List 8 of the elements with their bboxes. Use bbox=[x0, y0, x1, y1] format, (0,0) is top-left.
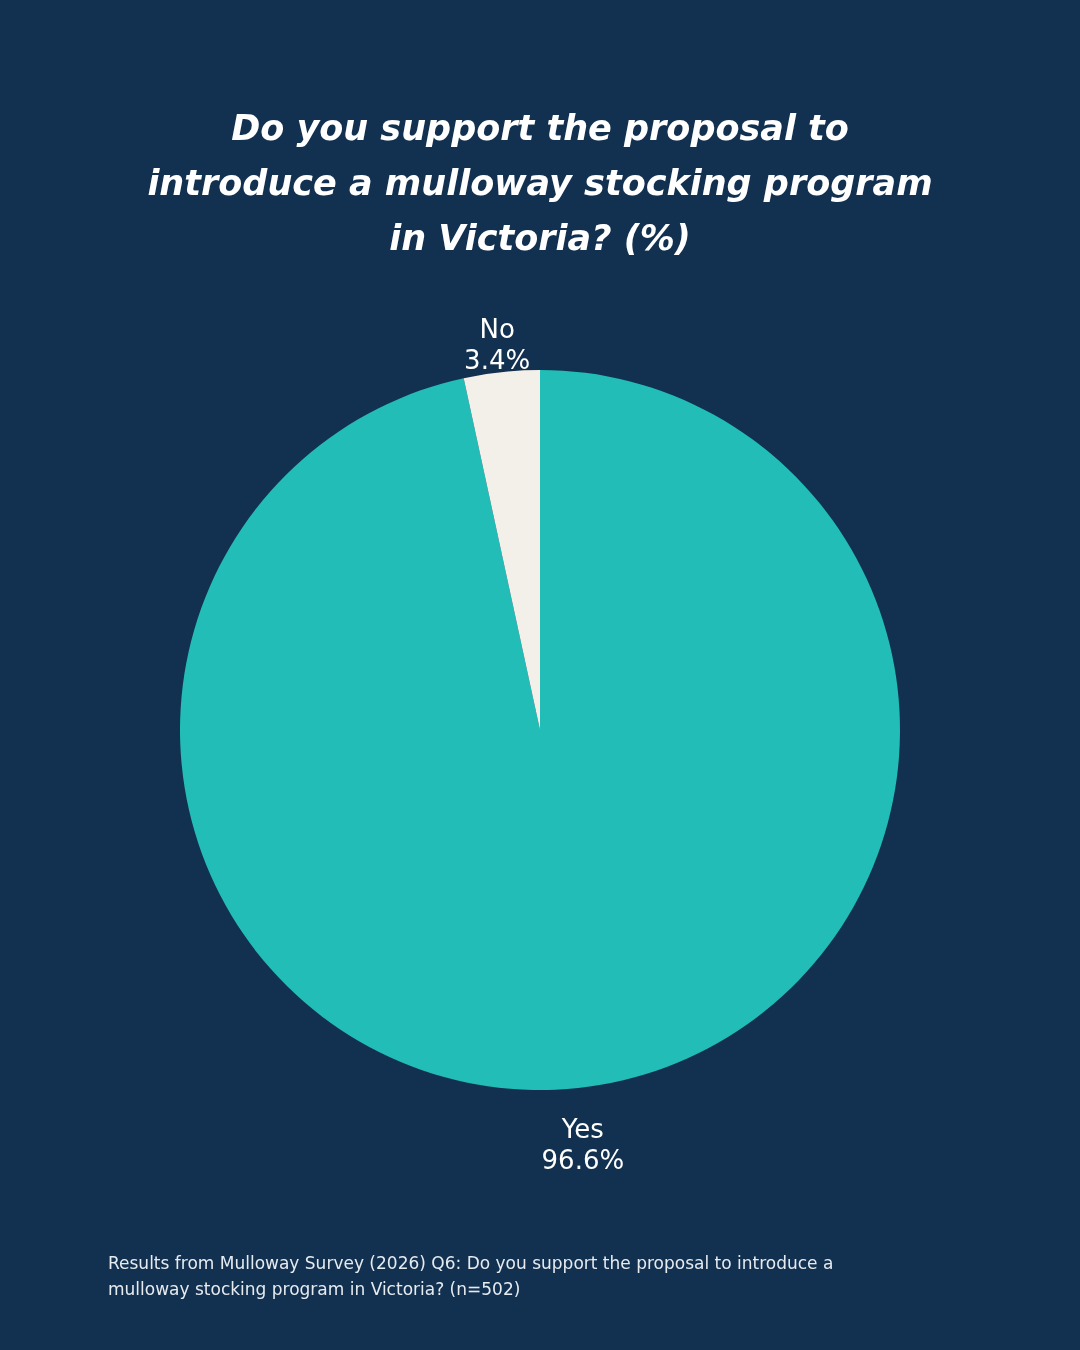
data-label: 3.4% bbox=[464, 345, 531, 376]
data-label: 96.6% bbox=[541, 1144, 625, 1175]
pie-slice bbox=[180, 370, 900, 1090]
text: Results from Mulloway Survey (2026) Q6: Do you support the proposal to introduce a mulloway stocking program in Victoria? (n=502) bbox=[108, 1253, 834, 1299]
chart-title: Do you support the proposal to introduce a mulloway stocking program in Victoria? (%) bbox=[147, 108, 933, 258]
slice-label: Yes bbox=[560, 1113, 604, 1144]
pie-slice bbox=[463, 370, 540, 730]
slice-label: No bbox=[479, 314, 515, 345]
